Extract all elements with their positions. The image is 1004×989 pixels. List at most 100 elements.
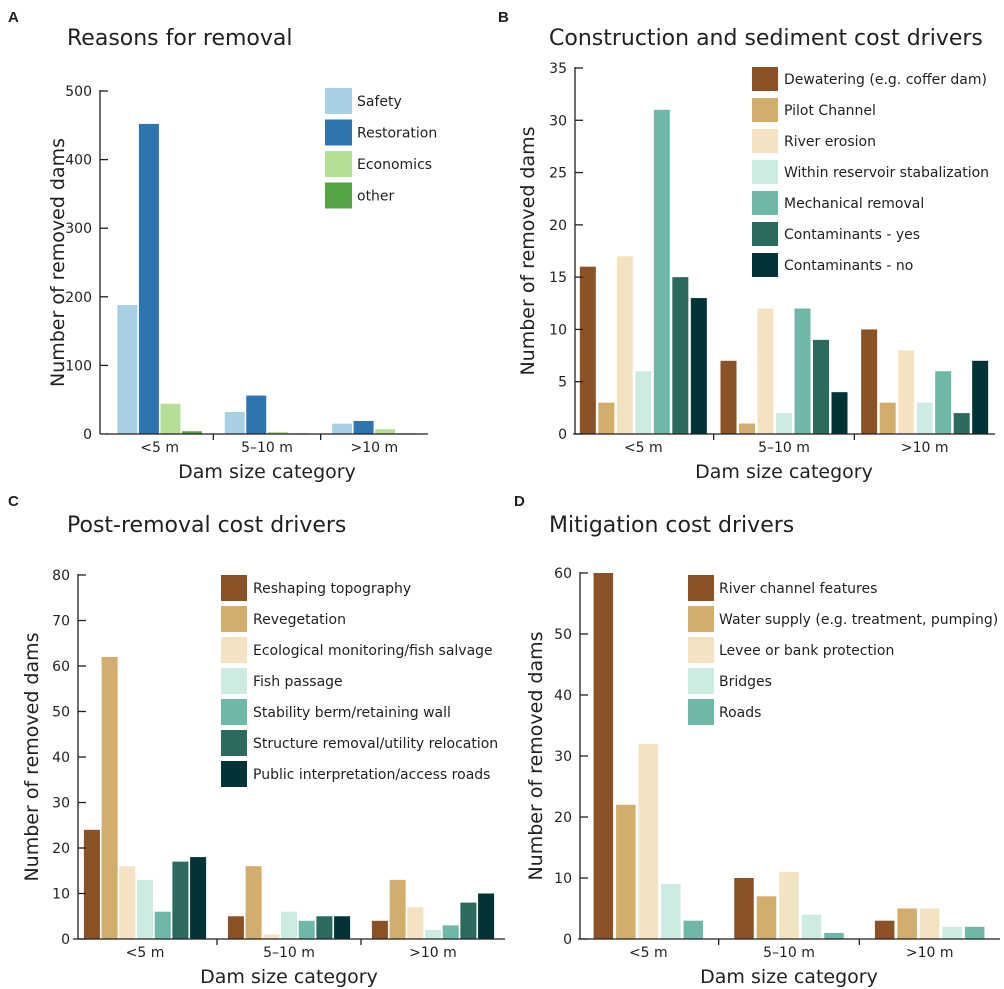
bar-roads-5-m bbox=[683, 920, 704, 939]
x-tick-label: <5 m bbox=[624, 440, 663, 456]
bar-economics-5-10-m bbox=[267, 431, 288, 434]
x-axis-label: Dam size category bbox=[695, 461, 873, 483]
x-axis-label: Dam size category bbox=[200, 966, 378, 988]
legend-swatch-fish-passage bbox=[221, 668, 247, 694]
y-tick-label: 0 bbox=[558, 427, 567, 443]
bar-safety-5-m bbox=[117, 305, 138, 434]
bar-bridges-5-m bbox=[661, 884, 681, 939]
bar-river-erosion-10-m bbox=[898, 350, 915, 434]
x-axis-label: Dam size category bbox=[178, 461, 356, 483]
bar-economics-10-m bbox=[375, 429, 396, 434]
y-tick-label: 500 bbox=[65, 84, 92, 100]
chart-panel-a: Reasons for removal 0 100 200 300 400 500 <5 m 5… bbox=[47, 26, 437, 483]
y-tick-label: 60 bbox=[554, 566, 572, 582]
bar-water-supply-e-g-treatment-pumping-5-m bbox=[616, 804, 636, 939]
bar-fish-passage-10-m bbox=[425, 929, 441, 939]
bar-public-interpretation-access-roads-5-10-m bbox=[334, 916, 351, 939]
bar-ecological-monitoring-fish-salvage-10-m bbox=[407, 907, 424, 939]
legend-label: Water supply (e.g. treatment, pumping) bbox=[719, 612, 998, 628]
bar-pilot-channel-5-10-m bbox=[739, 423, 755, 434]
bar-pilot-channel-5-m bbox=[598, 402, 615, 434]
chart-title: Mitigation cost drivers bbox=[549, 513, 794, 538]
bar-contaminants-yes-5-m bbox=[672, 277, 689, 434]
legend-swatch-economics bbox=[325, 151, 352, 177]
y-tick-label: 25 bbox=[549, 166, 567, 182]
x-axis-label: Dam size category bbox=[700, 966, 878, 988]
bar-fish-passage-5-m bbox=[137, 879, 153, 939]
panel-letter-c: C bbox=[8, 493, 19, 510]
y-tick-label: 0 bbox=[83, 427, 92, 443]
legend-swatch-contaminants-no bbox=[752, 253, 778, 277]
bar-roads-5-10-m bbox=[824, 932, 844, 939]
legend-swatch-levee-or-bank-protection bbox=[688, 637, 714, 663]
chart-title: Post-removal cost drivers bbox=[67, 513, 346, 538]
x-tick-label: <5 m bbox=[140, 440, 179, 456]
legend-label: Bridges bbox=[719, 674, 772, 690]
y-tick-label: 10 bbox=[554, 871, 572, 887]
legend-swatch-structure-removal-utility-relocation bbox=[221, 730, 247, 756]
y-tick-label: 100 bbox=[65, 358, 92, 374]
bar-dewatering-e-g-coffer-dam-10-m bbox=[861, 329, 878, 434]
y-tick-label: 40 bbox=[554, 688, 572, 704]
y-tick-label: 300 bbox=[65, 221, 92, 237]
bar-ecological-monitoring-fish-salvage-5-10-m bbox=[263, 934, 280, 939]
bar-roads-10-m bbox=[964, 926, 985, 939]
chart-panel-b: Construction and sediment cost drivers 0 5… bbox=[517, 26, 995, 483]
x-tick-label: >10 m bbox=[901, 440, 949, 456]
y-tick-label: 30 bbox=[554, 749, 572, 765]
y-tick-label: 35 bbox=[549, 61, 567, 77]
legend-label: Ecological monitoring/fish salvage bbox=[253, 643, 493, 659]
bar-river-channel-features-10-m bbox=[874, 920, 895, 939]
legend-label: Contaminants - no bbox=[784, 258, 913, 274]
y-tick-label: 5 bbox=[558, 375, 567, 391]
legend-label: Fish passage bbox=[253, 674, 343, 690]
bar-structure-removal-utility-relocation-5-m bbox=[172, 861, 189, 939]
legend: Dewatering (e.g. coffer dam) Pilot Channe… bbox=[752, 67, 989, 277]
legend-label: Revegetation bbox=[253, 612, 346, 628]
bar-dewatering-e-g-coffer-dam-5-m bbox=[579, 266, 596, 434]
y-tick-label: 20 bbox=[554, 810, 572, 826]
bar-stability-berm-retaining-wall-5-m bbox=[154, 911, 171, 939]
y-tick-label: 20 bbox=[52, 841, 70, 857]
chart-title: Reasons for removal bbox=[67, 26, 292, 51]
x-tick-label: 5–10 m bbox=[263, 945, 315, 961]
legend-swatch-restoration bbox=[325, 119, 352, 146]
bar-levee-or-bank-protection-5-m bbox=[638, 743, 659, 939]
y-tick-label: 50 bbox=[52, 705, 70, 721]
y-axis-label: Number of removed dams bbox=[517, 126, 539, 375]
bar-river-channel-features-5-10-m bbox=[734, 878, 754, 939]
x-tick-label: 5–10 m bbox=[241, 440, 293, 456]
bar-restoration-10-m bbox=[353, 420, 374, 434]
bar-within-reservoir-stabalization-5-10-m bbox=[776, 413, 792, 434]
bar-water-supply-e-g-treatment-pumping-10-m bbox=[897, 908, 917, 939]
x-tick-label: 5–10 m bbox=[763, 945, 815, 961]
bar-ecological-monitoring-fish-salvage-5-m bbox=[119, 866, 136, 939]
bar-stability-berm-retaining-wall-10-m bbox=[442, 925, 459, 939]
bar-contaminants-no-10-m bbox=[972, 360, 989, 434]
bar-levee-or-bank-protection-5-10-m bbox=[779, 871, 799, 939]
bar-revegetation-5-10-m bbox=[245, 866, 262, 939]
legend-label: Levee or bank protection bbox=[719, 643, 894, 659]
y-tick-label: 70 bbox=[52, 614, 70, 630]
bar-levee-or-bank-protection-10-m bbox=[919, 908, 940, 939]
legend-swatch-river-channel-features bbox=[688, 575, 714, 601]
legend-label: Roads bbox=[719, 705, 761, 721]
x-tick-label: <5 m bbox=[629, 945, 668, 961]
bar-public-interpretation-access-roads-10-m bbox=[478, 893, 495, 939]
legend-label: Structure removal/utility relocation bbox=[253, 736, 498, 752]
legend-swatch-water-supply-e-g-treatment-pumping bbox=[688, 606, 714, 632]
y-axis-label: Number of removed dams bbox=[525, 631, 547, 880]
legend-swatch-roads bbox=[688, 699, 714, 725]
y-tick-label: 40 bbox=[52, 750, 70, 766]
y-tick-label: 10 bbox=[52, 887, 70, 903]
legend-label: Dewatering (e.g. coffer dam) bbox=[784, 72, 987, 88]
bar-reshaping-topography-10-m bbox=[371, 920, 388, 939]
x-tick-label: >10 m bbox=[409, 945, 457, 961]
y-tick-label: 15 bbox=[549, 270, 567, 286]
bar-river-erosion-5-10-m bbox=[757, 308, 774, 434]
y-tick-label: 50 bbox=[554, 627, 572, 643]
bar-contaminants-yes-5-10-m bbox=[813, 339, 829, 434]
legend-swatch-stability-berm-retaining-wall bbox=[221, 699, 247, 725]
legend-label: Within reservoir stabalization bbox=[784, 165, 989, 181]
